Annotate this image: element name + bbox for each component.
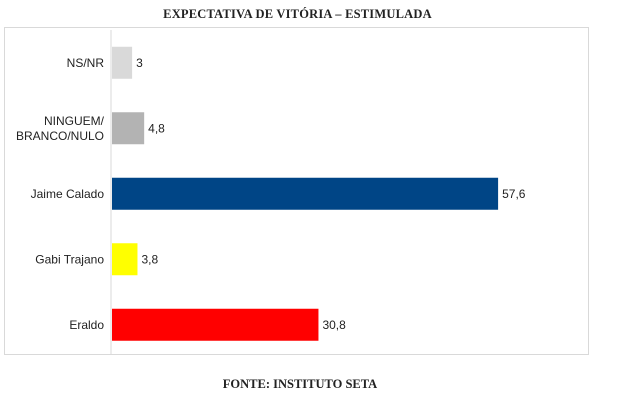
chart-frame (4, 27, 589, 355)
bar-2 (112, 177, 499, 210)
bar-1 (112, 112, 145, 145)
bar-value-label-3: 3,8 (141, 252, 158, 266)
bar-value-label-4: 30,8 (322, 318, 346, 332)
chart-title: EXPECTATIVA DE VITÓRIA – ESTIMULADA (163, 7, 432, 21)
bar-4 (112, 308, 319, 341)
bar-3 (112, 243, 138, 276)
bar-0 (112, 46, 133, 79)
category-label-2: Jaime Calado (31, 187, 105, 201)
category-label-1: NINGUEM/BRANCO/NULO (16, 114, 105, 143)
category-label-0: NS/NR (67, 56, 105, 70)
bar-value-label-0: 3 (136, 56, 143, 70)
category-label-3: Gabi Trajano (35, 252, 104, 266)
bar-value-label-2: 57,6 (502, 187, 526, 201)
category-label-4: Eraldo (69, 318, 104, 332)
chart-source: FONTE: INSTITUTO SETA (222, 377, 378, 391)
bar-value-label-1: 4,8 (148, 121, 165, 135)
